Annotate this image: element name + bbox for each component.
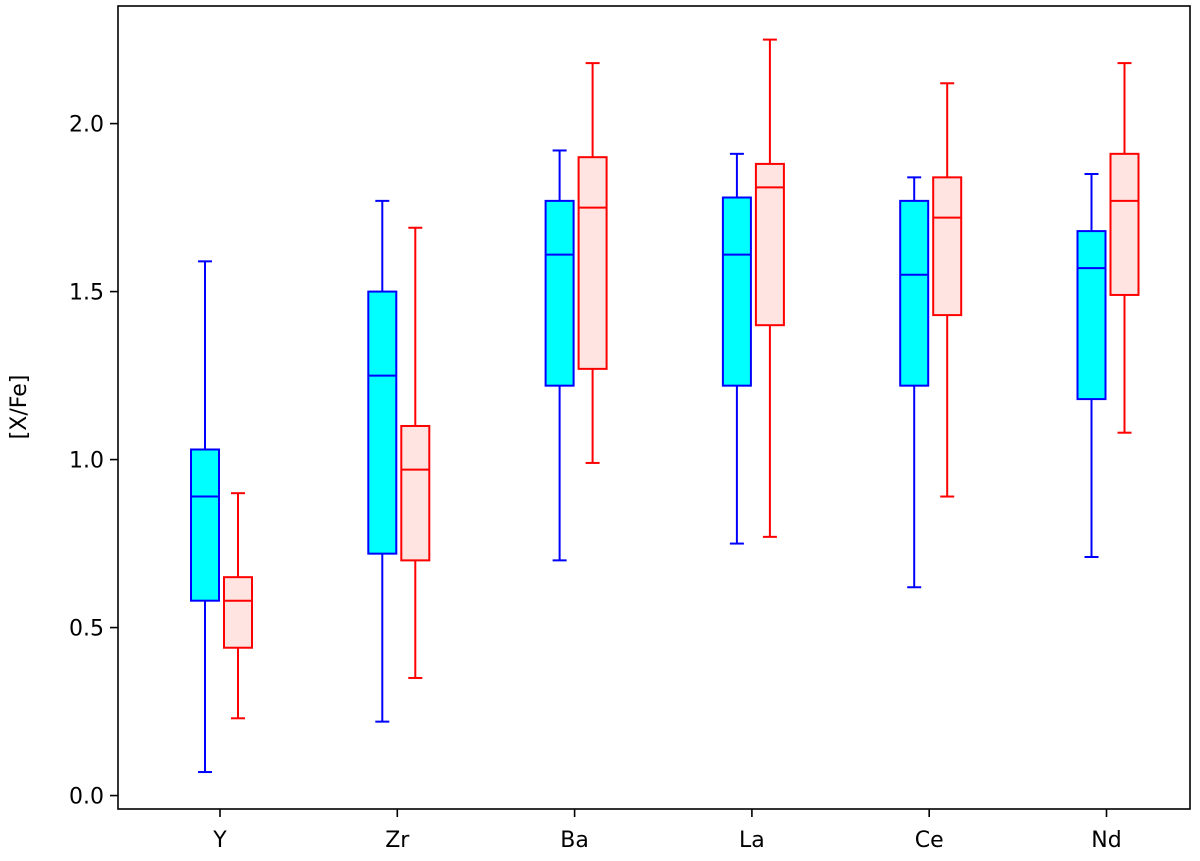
box-iqr: [400, 424, 431, 562]
box-iqr: [223, 576, 253, 649]
plot-frame: [117, 5, 1191, 810]
y-tick-label: 0.0: [69, 785, 104, 810]
box-red-zr: [400, 226, 431, 679]
box-red-nd: [1109, 62, 1140, 434]
box-iqr: [1109, 152, 1140, 296]
box-red-y: [223, 492, 253, 720]
box-iqr: [190, 448, 220, 602]
x-tick-label-nd: Nd: [1091, 828, 1121, 853]
box-iqr: [544, 199, 575, 387]
box-blue-la: [721, 152, 752, 545]
boxes-layer: [190, 38, 1140, 774]
x-tick-label-y: Y: [212, 828, 227, 853]
box-blue-ba: [544, 149, 575, 562]
y-axis: 0.0 0.5 1.0 1.5 2.0: [69, 113, 118, 810]
y-tick-label: 1.0: [69, 449, 104, 474]
box-iqr: [367, 290, 398, 555]
box-blue-nd: [1076, 172, 1107, 559]
x-axis: Y Zr Ba La Ce Nd: [212, 809, 1122, 853]
x-tick-label-la: La: [739, 828, 765, 853]
y-tick-label: 2.0: [69, 113, 104, 138]
x-tick-label-ce: Ce: [915, 828, 944, 853]
box-red-ce: [932, 82, 963, 498]
box-iqr: [577, 156, 608, 370]
y-axis-label: [X/Fe]: [7, 375, 32, 440]
box-iqr: [932, 176, 963, 317]
x-tick-label-zr: Zr: [385, 828, 410, 853]
x-tick-label-ba: Ba: [560, 828, 589, 853]
box-red-ba: [577, 62, 608, 464]
box-blue-zr: [367, 199, 398, 723]
y-tick-label: 1.5: [69, 281, 104, 306]
box-blue-y: [190, 260, 220, 774]
box-red-la: [754, 38, 785, 538]
box-blue-ce: [899, 176, 930, 589]
box-iqr: [899, 199, 930, 387]
box-iqr: [721, 196, 752, 387]
box-iqr: [754, 162, 785, 327]
box-iqr: [1076, 230, 1107, 401]
y-tick-label: 0.5: [69, 617, 104, 642]
